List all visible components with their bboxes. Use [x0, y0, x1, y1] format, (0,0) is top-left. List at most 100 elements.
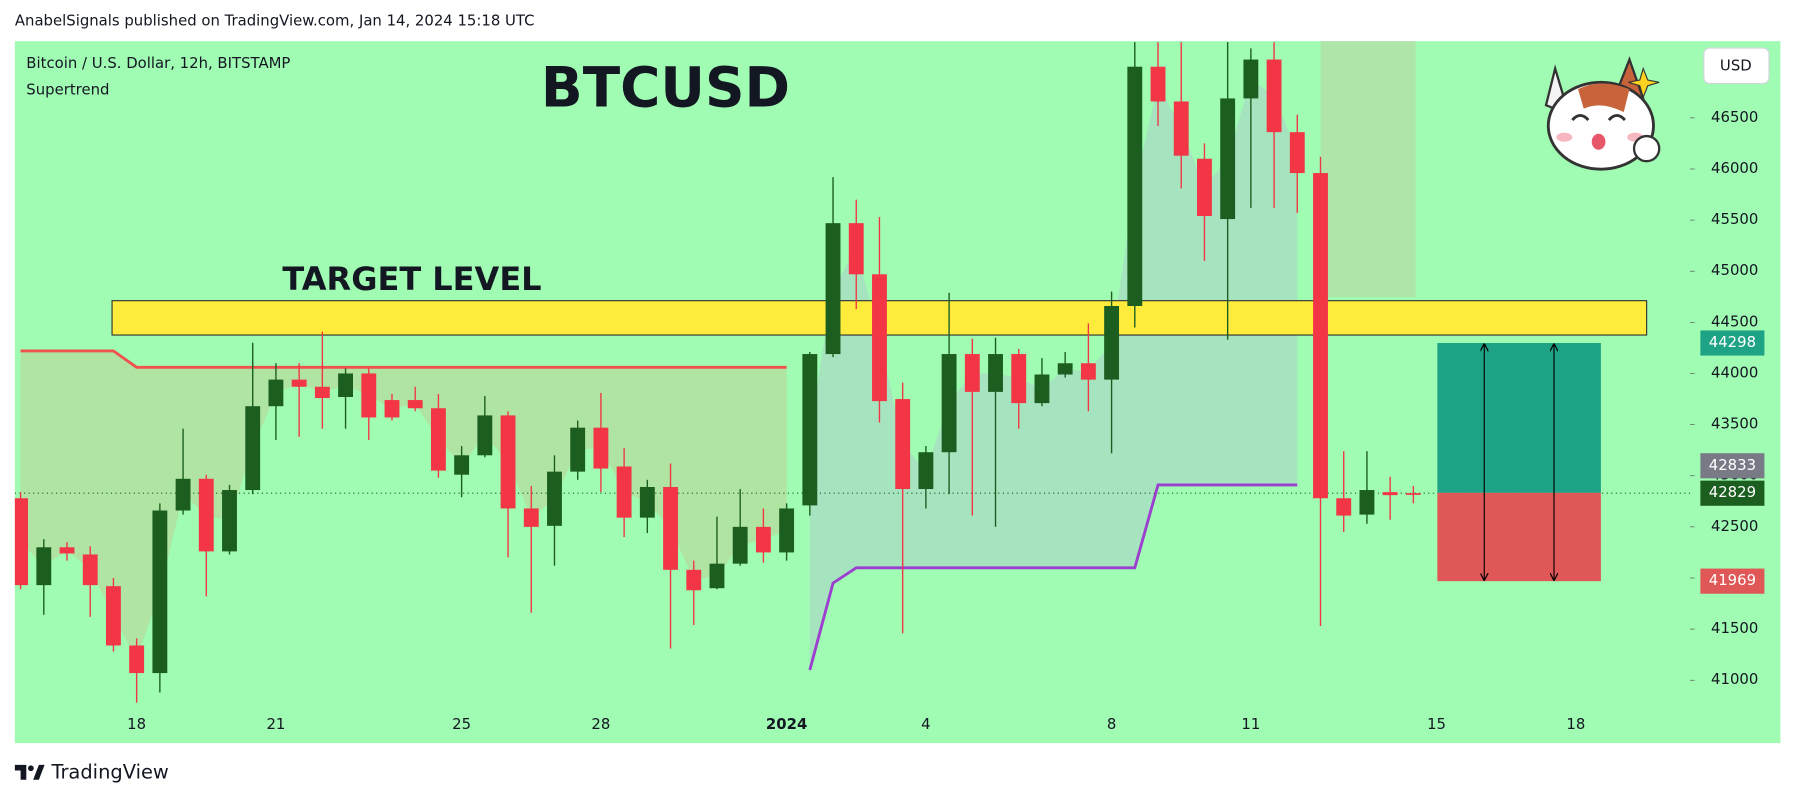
- candle-body: [523, 508, 539, 527]
- chart-title: BTCUSD: [541, 56, 790, 120]
- candle-body: [129, 645, 145, 674]
- header: AnabelSignals published on TradingView.c…: [15, 12, 535, 30]
- x-tick-label: 28: [591, 715, 610, 733]
- candle-body: [848, 223, 864, 275]
- x-tick-label: 4: [921, 715, 930, 733]
- x-tick-label: 21: [266, 715, 285, 733]
- candle-body: [314, 386, 330, 399]
- price-label: 42833: [1709, 456, 1756, 474]
- candle-body: [430, 408, 446, 471]
- candle-body: [454, 455, 470, 475]
- candle-body: [593, 427, 609, 469]
- candle-body: [1289, 132, 1305, 174]
- price-label: 41969: [1709, 571, 1756, 589]
- y-tick-label: 46500: [1711, 108, 1758, 126]
- candle-body: [1011, 354, 1027, 404]
- candle-body: [686, 569, 702, 591]
- candle-body: [1034, 374, 1050, 404]
- y-tick-label: 42500: [1711, 517, 1758, 535]
- supertrend-line: [808, 483, 1298, 671]
- candle-body: [988, 354, 1003, 392]
- x-tick-label: 11: [1241, 715, 1260, 733]
- x-tick-label: 18: [127, 715, 146, 733]
- tradingview-logo: [14, 764, 45, 780]
- candle-body: [59, 547, 75, 554]
- candle-body: [616, 466, 632, 518]
- y-tick-label: 45000: [1711, 261, 1758, 279]
- candle-body: [639, 486, 655, 518]
- position-target: [1437, 343, 1601, 493]
- candle-body: [1104, 305, 1120, 380]
- candle-body: [895, 399, 911, 490]
- candle-body: [14, 498, 29, 586]
- candle-body: [198, 478, 214, 552]
- cat-sticker: [1544, 56, 1661, 171]
- candle-body: [709, 563, 725, 589]
- candle-body: [802, 354, 818, 506]
- candle-body: [268, 379, 284, 407]
- indicator-label: Supertrend: [26, 80, 109, 98]
- candle-body: [152, 510, 168, 674]
- x-tick-label: 18: [1566, 715, 1585, 733]
- candle-body: [732, 526, 748, 564]
- candle-body: [1197, 158, 1212, 217]
- x-tick-label: 25: [452, 715, 471, 733]
- y-tick-label: 46000: [1711, 159, 1758, 177]
- price-label: 44298: [1709, 333, 1756, 351]
- candle-body: [1266, 59, 1282, 133]
- button-label[interactable]: USD: [1720, 56, 1752, 74]
- candle-body: [1382, 492, 1398, 496]
- candle-body: [1173, 101, 1189, 156]
- candle-body: [1243, 59, 1259, 99]
- price-label-box: [1700, 330, 1765, 356]
- x-tick-label: 2024: [766, 715, 807, 733]
- candle-body: [1127, 66, 1143, 306]
- y-tick-label: 45500: [1711, 210, 1758, 228]
- candle-body: [1336, 498, 1352, 516]
- candle-body: [872, 274, 887, 402]
- currency-button[interactable]: USD: [1703, 47, 1770, 85]
- candle-body: [1057, 363, 1073, 375]
- supertrend-shade: [1320, 41, 1416, 298]
- candle-body: [477, 415, 493, 456]
- price-label-box: [1700, 480, 1765, 506]
- x-tick-label: 8: [1107, 715, 1116, 733]
- candle-body: [361, 373, 377, 418]
- candle-body: [36, 547, 52, 586]
- candle-body: [779, 508, 795, 553]
- candle-body: [1150, 66, 1166, 102]
- candle-body: [175, 478, 191, 511]
- candle-body: [547, 471, 562, 526]
- candle-body: [1359, 490, 1375, 515]
- candle-body: [918, 452, 934, 490]
- plot-area: [14, 42, 1691, 703]
- symbol-label: Bitcoin / U.S. Dollar, 12h, BITSTAMP: [26, 54, 290, 72]
- price-label-box: [1700, 453, 1765, 479]
- candle-body: [222, 490, 237, 552]
- candle-body: [1313, 173, 1328, 499]
- x-tick-label: 15: [1427, 715, 1446, 733]
- candle-body: [500, 415, 516, 509]
- y-tick-label: 43500: [1711, 415, 1758, 433]
- price-label-box: [1700, 568, 1765, 594]
- candle-body: [663, 486, 678, 570]
- candle-body: [82, 554, 98, 586]
- candle-body: [1220, 98, 1236, 220]
- candle-body: [570, 427, 586, 472]
- candle-body: [964, 354, 980, 392]
- button-box[interactable]: [1703, 47, 1770, 85]
- y-tick-label: 44500: [1711, 312, 1758, 330]
- supertrend-line: [20, 349, 787, 369]
- position-stop: [1437, 492, 1601, 582]
- y-tick-label: 41500: [1711, 619, 1758, 637]
- price-label: 42829: [1709, 483, 1756, 501]
- footer-brand: TradingView: [50, 760, 168, 783]
- candle-body: [1405, 493, 1421, 495]
- candle-body: [407, 400, 423, 409]
- target-label: TARGET LEVEL: [282, 260, 541, 298]
- candle-body: [106, 586, 121, 646]
- candle-body: [291, 379, 307, 387]
- candle-body: [384, 400, 400, 418]
